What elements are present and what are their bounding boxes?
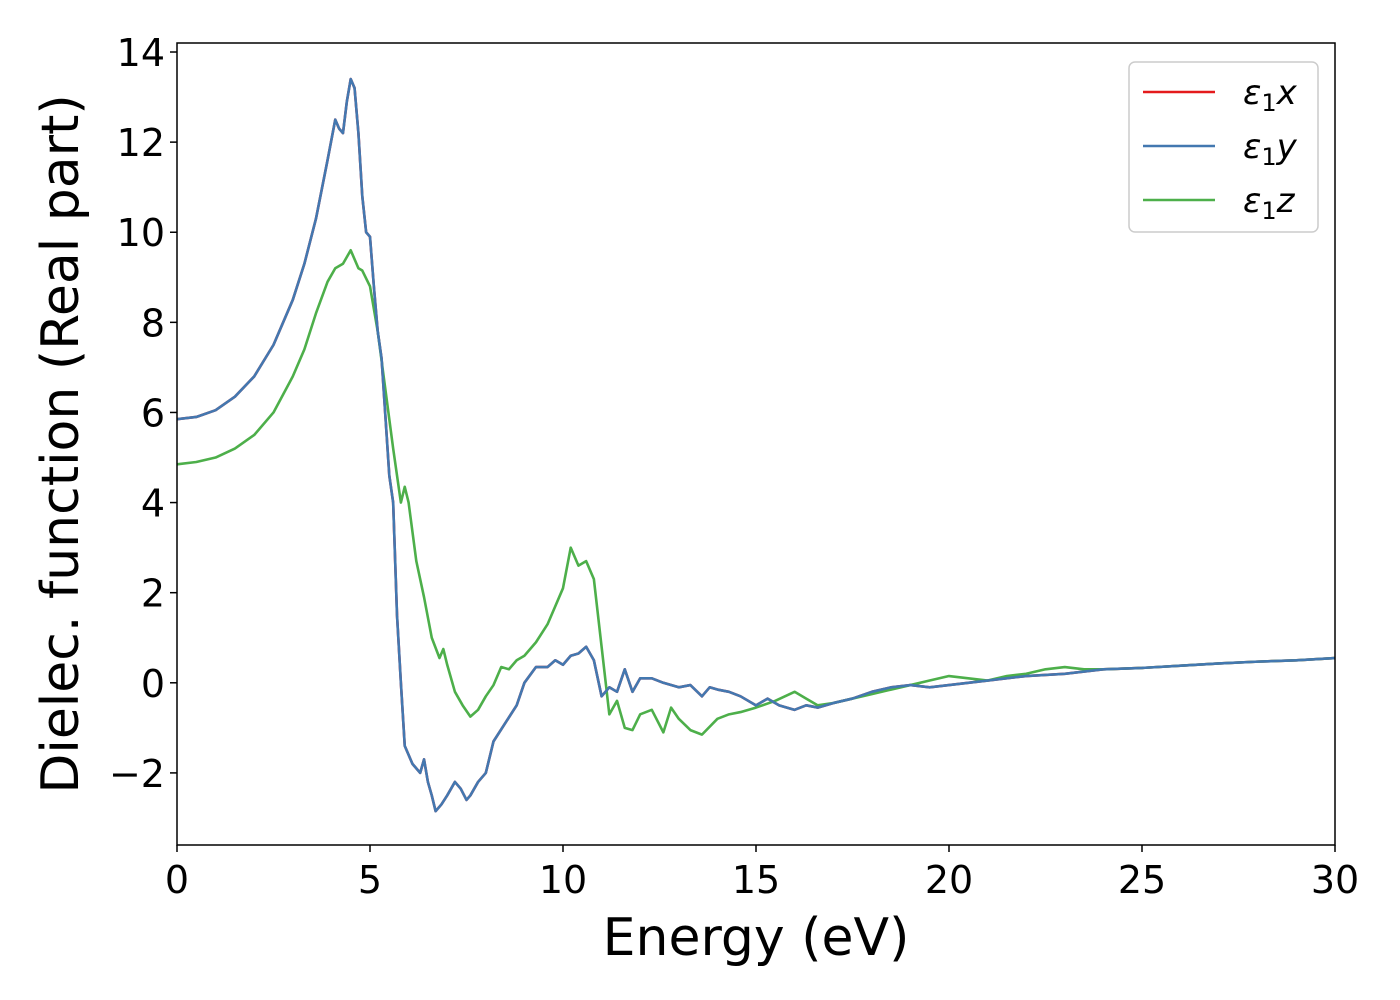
series-line-y xyxy=(176,77,1336,813)
y-tick-label: 12 xyxy=(117,121,165,165)
series-line-z xyxy=(176,248,1336,736)
x-tick-label: 30 xyxy=(1311,858,1359,902)
y-tick-label: 4 xyxy=(141,482,165,526)
x-tick-label: 10 xyxy=(539,858,587,902)
y-axis: −2 0 2 4 6 8 10 12 14 xyxy=(109,31,177,796)
x-tick-label: 0 xyxy=(165,858,189,902)
x-tick-label: 25 xyxy=(1118,858,1166,902)
legend-label: ε1y xyxy=(1243,127,1298,171)
y-tick-label: 0 xyxy=(141,662,165,706)
x-tick-label: 20 xyxy=(925,858,973,902)
y-tick-label: 14 xyxy=(117,31,165,75)
x-axis: 0 5 10 15 20 25 30 xyxy=(165,845,1359,902)
plot-lines xyxy=(176,77,1336,813)
legend-label: ε1x xyxy=(1243,73,1298,117)
y-tick-label: 10 xyxy=(117,211,165,255)
y-axis-label: Dielec. function (Real part) xyxy=(31,94,91,793)
legend: ε1x ε1y ε1z xyxy=(1128,61,1319,233)
y-tick-label: 8 xyxy=(141,301,165,345)
x-tick-label: 15 xyxy=(732,858,780,902)
x-axis-label: Energy (eV) xyxy=(603,908,910,968)
legend-box xyxy=(1128,61,1319,233)
legend-label: ε1z xyxy=(1243,181,1296,225)
y-tick-label: 2 xyxy=(141,572,165,616)
y-tick-label: 6 xyxy=(141,391,165,435)
y-tick-label: −2 xyxy=(109,752,165,796)
x-tick-label: 5 xyxy=(358,858,382,902)
